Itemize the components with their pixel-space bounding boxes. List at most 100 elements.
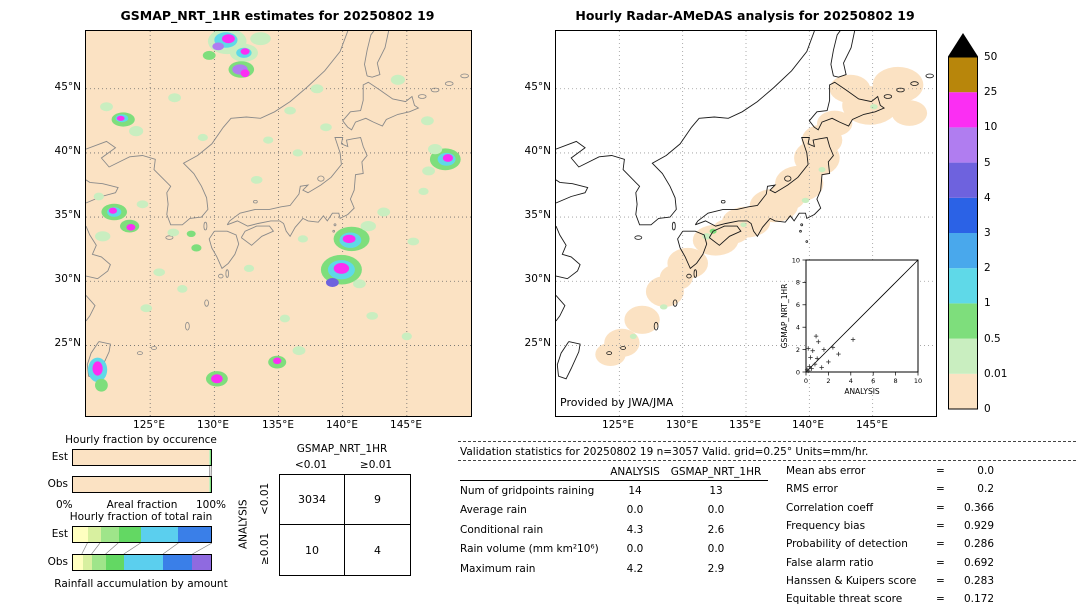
coastline	[556, 31, 815, 226]
precip-cell	[222, 34, 235, 44]
bar-segment	[124, 555, 163, 570]
analysis-value: 14	[628, 484, 642, 497]
stats-title: Validation statistics for 20250802 19 n=…	[460, 446, 869, 458]
precip-cell	[801, 197, 810, 203]
y-tick-label: 40°N	[54, 145, 81, 157]
precip-cell	[263, 136, 274, 144]
bar-segment	[92, 555, 107, 570]
equals-sign: =	[936, 520, 945, 533]
bar-connectors	[81, 543, 212, 554]
precip-cell	[279, 314, 290, 323]
divider-top	[458, 441, 1076, 442]
metric-row: Probability of detection = 0.286	[786, 535, 994, 553]
x-tick-label: 130°E	[666, 419, 698, 431]
bar-segment	[106, 555, 125, 570]
connector-line	[123, 543, 141, 554]
precip-cell	[92, 361, 103, 376]
x-tick-label: 145°E	[856, 419, 888, 431]
contingency-row-header-ge: ≥0.01	[259, 532, 271, 566]
metric-label: Equitable threat score	[786, 593, 903, 606]
island	[686, 273, 692, 279]
colorbar	[948, 33, 978, 410]
colorbar-tick-label: 0.01	[984, 368, 1008, 380]
contingency-cell: 3034	[280, 475, 345, 525]
x-tick-label: 145°E	[390, 419, 422, 431]
colorbar-tick-label: 5	[984, 157, 991, 169]
metric-value: 0.283	[963, 574, 994, 587]
coastline	[708, 225, 742, 246]
equals-sign: =	[936, 538, 945, 551]
island	[693, 269, 697, 278]
precip-cell	[891, 100, 928, 126]
gsmap-precipitation-map	[85, 30, 472, 417]
connector-line	[192, 543, 212, 554]
inset-x-tick-label: 2	[826, 377, 830, 385]
inset-x-tick-label: 0	[804, 377, 808, 385]
colorbar-cell	[948, 92, 978, 128]
radar-map-title: Hourly Radar-AMeDAS analysis for 2025080…	[575, 8, 915, 23]
gsmap-value: 13	[709, 484, 723, 497]
island	[799, 229, 802, 233]
y-tick-label: 30°N	[524, 273, 551, 285]
island	[620, 346, 626, 350]
precip-cell	[243, 264, 255, 272]
precip-cell	[186, 230, 196, 237]
x-tick-label: 125°E	[602, 419, 634, 431]
equals-sign: =	[936, 593, 945, 606]
bar-segment	[118, 527, 141, 542]
bar-segment	[100, 527, 119, 542]
precip-cell	[629, 333, 637, 339]
island	[185, 321, 190, 331]
inset-y-tick-label: 8	[796, 279, 800, 287]
colorbar-cell	[948, 338, 978, 374]
metric-label: Frequency bias	[786, 520, 866, 533]
x-tick-label: 135°E	[729, 419, 761, 431]
colorbar-cell	[948, 268, 978, 304]
contingency-col-header-ge: ≥0.01	[359, 459, 393, 471]
col-header-gsmap: GSMAP_NRT_1HR	[670, 465, 762, 478]
island	[925, 73, 934, 79]
island	[136, 351, 143, 356]
precip-cell	[407, 237, 420, 246]
precip-cell	[353, 279, 366, 289]
bar-segment	[210, 450, 211, 465]
precip-cell	[292, 346, 306, 356]
precip-cell	[167, 228, 180, 237]
occurrence-bar-obs	[72, 476, 212, 493]
precip-cell	[692, 224, 739, 256]
inset-x-axis-label: ANALYSIS	[844, 387, 880, 396]
island	[203, 221, 208, 231]
colorbar-tick-label: 25	[984, 86, 998, 98]
precip-cell	[297, 235, 308, 243]
colorbar-cell	[948, 57, 978, 93]
colorbar-tick-label: 3	[984, 227, 991, 239]
island	[460, 73, 469, 79]
metric-row: Correlation coeff = 0.366	[786, 499, 994, 517]
inset-y-tick-label: 10	[792, 256, 800, 264]
analysis-value: 4.2	[626, 562, 644, 575]
precip-cell	[95, 378, 108, 392]
x-tick-label: 140°E	[792, 419, 824, 431]
island	[165, 235, 174, 240]
island	[332, 229, 336, 233]
colorbar-cell	[948, 373, 978, 409]
y-tick-label: 45°N	[524, 81, 551, 93]
inset-y-tick-label: 6	[796, 301, 800, 309]
bar-segment	[73, 555, 83, 570]
category-label: Obs	[47, 556, 68, 568]
metric-row: False alarm ratio = 0.692	[786, 553, 994, 571]
contingency-col-header-lt: <0.01	[294, 459, 328, 471]
precip-cell	[428, 144, 443, 155]
precip-cell	[421, 116, 434, 126]
y-tick-label: 25°N	[54, 337, 81, 349]
colorbar-tick-label: 50	[984, 51, 998, 63]
bar-segment	[191, 555, 211, 570]
equals-sign: =	[936, 574, 945, 587]
y-tick-label: 40°N	[524, 145, 551, 157]
colorbar-cell	[948, 162, 978, 198]
occurrence-axis-max: 100%	[195, 499, 226, 511]
equals-sign: =	[936, 501, 945, 514]
precip-cell	[191, 244, 202, 252]
coastline	[556, 341, 581, 380]
precip-cell	[818, 167, 826, 173]
